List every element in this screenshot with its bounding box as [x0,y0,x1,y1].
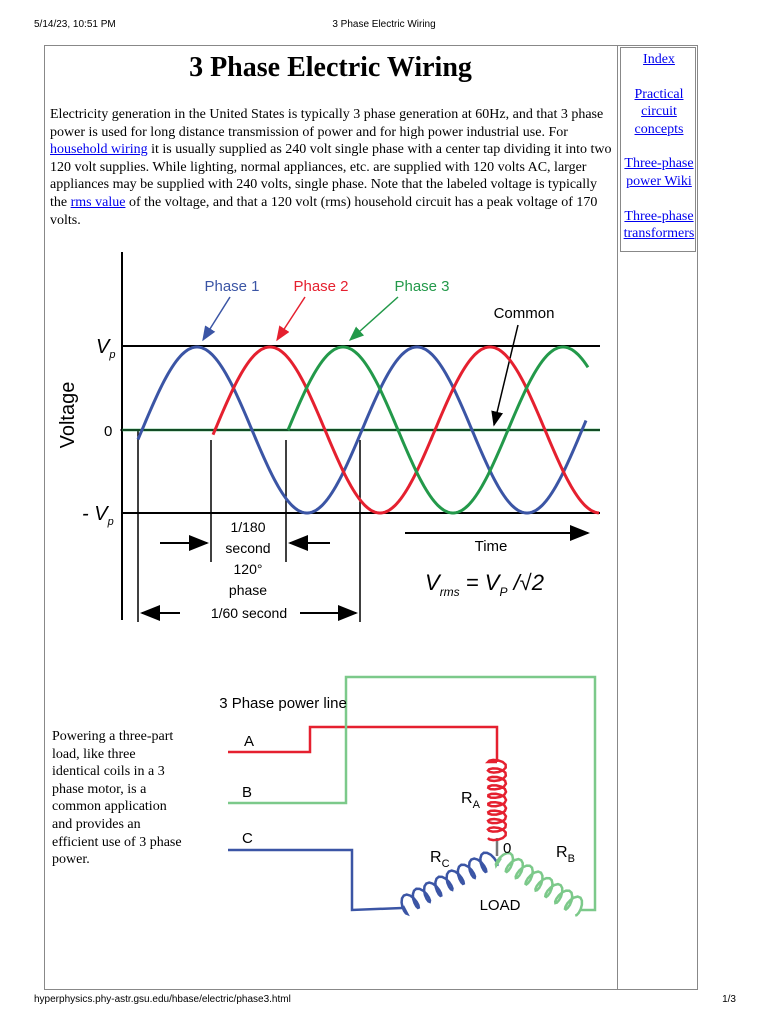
page-frame [44,45,698,990]
circuit-wires [228,675,597,912]
shift-label: second [225,540,270,556]
phase-arrow [202,296,231,342]
print-datetime: 5/14/23, 10:51 PM [34,19,116,30]
sidebar: Index Practical circuit concepts Three-pha… [620,51,698,243]
coil [494,851,584,917]
inline-link[interactable]: household wiring [50,142,148,158]
time-label: Time [475,538,508,555]
formula-subscript: rms [440,585,460,599]
article-title: 3 Phase Electric Wiring [189,52,472,83]
period-label: 1/60 second [211,605,287,621]
phase-arrow [276,296,306,342]
line-label: A [244,733,254,750]
formula-subscript: P [499,585,507,599]
formula-text: /√2 [507,570,544,595]
inline-link[interactable]: rms value [70,194,126,210]
common-label: Common [494,305,555,322]
waves [136,345,600,515]
sidebar-link[interactable]: Three-phase power Wiki [624,156,694,189]
formula-text: = V [460,570,502,595]
coils [400,758,584,917]
shift-label: 1/180 [230,519,265,535]
intro-paragraph: Electricity generation in the United Sta… [50,106,612,229]
formula-text: V [425,570,442,595]
text-run: it is usually supplied as 240 volt singl… [50,142,612,210]
line-label: C [242,830,253,847]
waveform-axes [121,252,600,622]
shift-label: 120° [234,561,263,577]
resistor-label: RC [430,849,450,870]
load-label: LOAD [480,897,521,914]
shift-label: phase [229,582,267,598]
sidebar-link[interactable]: Index [643,52,675,67]
phase-arrow [348,296,399,342]
text-run: of the voltage, and that a 120 volt (rms… [50,194,598,228]
resistor-label: RA [461,790,481,811]
resistor-label: RB [556,844,575,865]
phase-wave [286,345,590,515]
text-run: Electricity generation in the United Sta… [50,107,604,140]
sidebar-box [620,47,696,252]
sidebar-link[interactable]: Three-phase transformers [623,208,695,242]
circuit-title: 3 Phase power line [219,695,347,712]
phase-label: Phase 1 [204,278,259,295]
zero-label: 0 [104,423,112,440]
phase-label: Phase 3 [394,278,449,295]
phase-label: Phase 2 [293,278,348,295]
phase-wave [211,345,600,515]
sidebar-link[interactable]: Practical circuit concepts [634,86,684,137]
load-text: Powering a three-part load, like three i… [52,729,182,868]
print-title: 3 Phase Electric Wiring [332,19,436,30]
coil [484,758,508,842]
node-label: 0 [503,840,511,857]
column-divider [617,45,618,990]
peak-label: Vp [96,336,115,361]
coil [400,851,499,917]
axis-label: Voltage [57,382,79,449]
line-label: B [242,784,252,801]
negative-peak-label: - Vp [82,503,114,528]
rms-formula: Vrms = VP /√2 [425,570,544,599]
print-page: 1/3 [722,994,736,1005]
phase-wave [136,345,588,515]
print-url: hyperphysics.phy-astr.gsu.edu/hbase/elec… [34,994,291,1005]
